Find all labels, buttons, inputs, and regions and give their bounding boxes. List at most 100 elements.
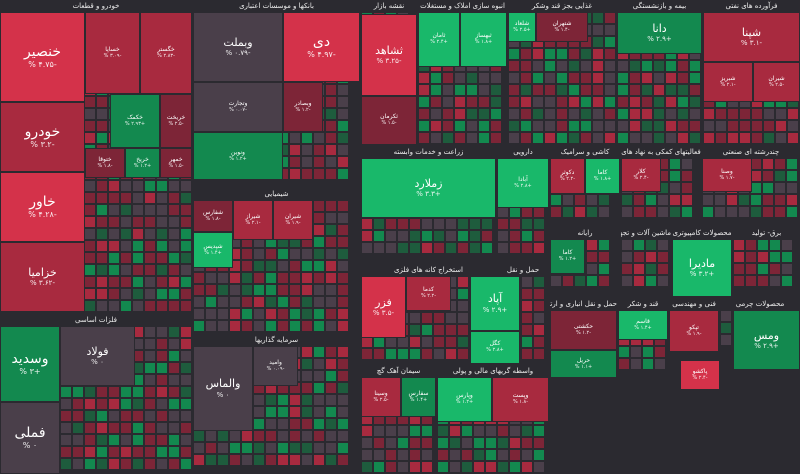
mini-stock-tile[interactable]	[301, 418, 313, 430]
mini-stock-tile[interactable]	[621, 239, 633, 251]
mini-stock-tile[interactable]	[598, 206, 610, 218]
mini-stock-tile[interactable]	[277, 454, 289, 466]
mini-stock-tile[interactable]	[241, 442, 253, 454]
mini-stock-tile[interactable]	[385, 437, 397, 449]
mini-stock-tile[interactable]	[156, 374, 168, 386]
mini-stock-tile[interactable]	[592, 120, 604, 132]
mini-stock-tile[interactable]	[217, 296, 229, 308]
stock-tile[interactable]: وپارس +۱.۲ %	[437, 377, 492, 422]
mini-stock-tile[interactable]	[289, 406, 301, 418]
mini-stock-tile[interactable]	[120, 216, 132, 228]
mini-stock-tile[interactable]	[96, 300, 108, 312]
mini-stock-tile[interactable]	[445, 230, 457, 242]
mini-stock-tile[interactable]	[574, 275, 586, 287]
mini-stock-tile[interactable]	[437, 449, 449, 461]
mini-stock-tile[interactable]	[72, 434, 84, 446]
mini-stock-tile[interactable]	[592, 24, 604, 36]
mini-stock-tile[interactable]	[180, 422, 192, 434]
mini-stock-tile[interactable]	[229, 296, 241, 308]
mini-stock-tile[interactable]	[325, 248, 337, 260]
mini-stock-tile[interactable]	[641, 120, 653, 132]
mini-stock-tile[interactable]	[301, 430, 313, 442]
mini-stock-tile[interactable]	[361, 449, 373, 461]
mini-stock-tile[interactable]	[521, 348, 533, 360]
mini-stock-tile[interactable]	[445, 242, 457, 254]
mini-stock-tile[interactable]	[168, 398, 180, 410]
mini-stock-tile[interactable]	[84, 422, 96, 434]
mini-stock-tile[interactable]	[337, 442, 349, 454]
mini-stock-tile[interactable]	[241, 284, 253, 296]
mini-stock-tile[interactable]	[180, 216, 192, 228]
mini-stock-tile[interactable]	[84, 446, 96, 458]
mini-stock-tile[interactable]	[449, 449, 461, 461]
mini-stock-tile[interactable]	[532, 84, 544, 96]
mini-stock-tile[interactable]	[762, 194, 774, 206]
mini-stock-tile[interactable]	[485, 425, 497, 437]
mini-stock-tile[interactable]	[733, 263, 745, 275]
mini-stock-tile[interactable]	[478, 96, 490, 108]
mini-stock-tile[interactable]	[325, 284, 337, 296]
mini-stock-tile[interactable]	[485, 461, 497, 473]
mini-stock-tile[interactable]	[509, 437, 521, 449]
mini-stock-tile[interactable]	[132, 386, 144, 398]
mini-stock-tile[interactable]	[265, 260, 277, 272]
mini-stock-tile[interactable]	[568, 72, 580, 84]
mini-stock-tile[interactable]	[229, 320, 241, 332]
mini-stock-tile[interactable]	[144, 398, 156, 410]
mini-stock-tile[interactable]	[562, 194, 574, 206]
mini-stock-tile[interactable]	[156, 326, 168, 338]
mini-stock-tile[interactable]	[726, 194, 738, 206]
mini-stock-tile[interactable]	[96, 204, 108, 216]
mini-stock-tile[interactable]	[617, 132, 629, 144]
mini-stock-tile[interactable]	[508, 108, 520, 120]
mini-stock-tile[interactable]	[156, 350, 168, 362]
mini-stock-tile[interactable]	[592, 84, 604, 96]
mini-stock-tile[interactable]	[604, 60, 616, 72]
mini-stock-tile[interactable]	[120, 276, 132, 288]
mini-stock-tile[interactable]	[156, 264, 168, 276]
mini-stock-tile[interactable]	[580, 120, 592, 132]
mini-stock-tile[interactable]	[630, 346, 642, 358]
mini-stock-tile[interactable]	[533, 288, 545, 300]
mini-stock-tile[interactable]	[653, 132, 665, 144]
mini-stock-tile[interactable]	[156, 216, 168, 228]
mini-stock-tile[interactable]	[337, 200, 349, 212]
mini-stock-tile[interactable]	[120, 288, 132, 300]
mini-stock-tile[interactable]	[325, 200, 337, 212]
mini-stock-tile[interactable]	[653, 108, 665, 120]
mini-stock-tile[interactable]	[253, 394, 265, 406]
mini-stock-tile[interactable]	[745, 239, 757, 251]
mini-stock-tile[interactable]	[769, 275, 781, 287]
sector-mashin[interactable]: ماشین آلات و تجهیزات	[621, 227, 671, 297]
mini-stock-tile[interactable]	[156, 240, 168, 252]
mini-stock-tile[interactable]	[720, 334, 732, 346]
mini-stock-tile[interactable]	[665, 108, 677, 120]
mini-stock-tile[interactable]	[775, 108, 787, 120]
mini-stock-tile[interactable]	[653, 84, 665, 96]
mini-stock-tile[interactable]	[669, 158, 681, 170]
mini-stock-tile[interactable]	[337, 168, 349, 180]
mini-stock-tile[interactable]	[409, 230, 421, 242]
mini-stock-tile[interactable]	[168, 422, 180, 434]
mini-stock-tile[interactable]	[289, 144, 301, 156]
mini-stock-tile[interactable]	[397, 437, 409, 449]
mini-stock-tile[interactable]	[556, 72, 568, 84]
stock-tile[interactable]: خمهر -۱.۵ %	[160, 148, 192, 178]
mini-stock-tile[interactable]	[544, 48, 556, 60]
mini-stock-tile[interactable]	[762, 158, 774, 170]
mini-stock-tile[interactable]	[509, 461, 521, 473]
mini-stock-tile[interactable]	[277, 442, 289, 454]
mini-stock-tile[interactable]	[689, 60, 701, 72]
mini-stock-tile[interactable]	[466, 108, 478, 120]
mini-stock-tile[interactable]	[120, 410, 132, 422]
mini-stock-tile[interactable]	[132, 300, 144, 312]
mini-stock-tile[interactable]	[373, 461, 385, 473]
mini-stock-tile[interactable]	[633, 194, 645, 206]
mini-stock-tile[interactable]	[442, 96, 454, 108]
mini-stock-tile[interactable]	[774, 158, 786, 170]
mini-stock-tile[interactable]	[325, 132, 337, 144]
mini-stock-tile[interactable]	[641, 108, 653, 120]
mini-stock-tile[interactable]	[144, 374, 156, 386]
mini-stock-tile[interactable]	[217, 284, 229, 296]
mini-stock-tile[interactable]	[653, 72, 665, 84]
